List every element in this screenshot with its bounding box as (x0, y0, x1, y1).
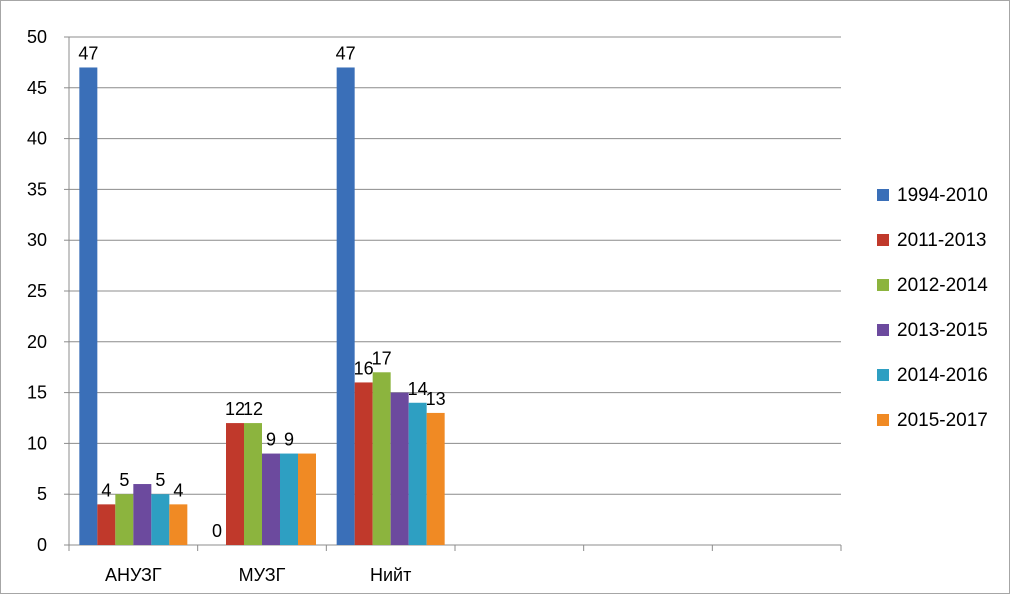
data-label: 47 (78, 43, 98, 63)
bar (97, 504, 116, 545)
y-tick-label: 20 (27, 332, 47, 352)
y-tick-label: 35 (27, 179, 47, 199)
category-label: МУЗГ (239, 565, 286, 585)
data-label: 9 (266, 430, 276, 450)
category-label: Нийт (370, 565, 411, 585)
data-label: 13 (426, 389, 446, 409)
bar (354, 382, 373, 545)
legend-label: 2013-2015 (897, 320, 988, 341)
bar (79, 67, 98, 545)
legend-label: 2011-2013 (897, 230, 986, 251)
data-label: 12 (225, 399, 245, 419)
bar (244, 423, 262, 545)
data-label: 47 (336, 43, 356, 63)
bar (372, 372, 391, 545)
bar (280, 453, 298, 545)
gridlines (69, 36, 841, 495)
data-label: 4 (173, 480, 183, 500)
bar (426, 412, 445, 545)
legend-label: 2012-2014 (897, 275, 988, 296)
y-tick-label: 25 (27, 281, 47, 301)
bar (408, 402, 427, 545)
legend-swatch (877, 414, 889, 426)
y-tick-label: 10 (27, 433, 47, 453)
data-label: 14 (408, 379, 428, 399)
y-tick-label: 15 (27, 383, 47, 403)
legend-swatch (877, 279, 889, 291)
category-label: АНУЗГ (105, 565, 162, 585)
bar (262, 453, 280, 545)
data-label: 16 (354, 358, 374, 378)
bar (115, 494, 134, 545)
bar (298, 453, 316, 545)
bar (169, 504, 188, 545)
legend-label: 1994-2010 (897, 185, 988, 206)
data-label: 4 (101, 480, 111, 500)
bar (133, 484, 152, 545)
bar (151, 494, 170, 545)
legend: 1994-2010 2011-2013 2012-2014 2013-2015 2014… (877, 185, 988, 431)
data-label: 12 (243, 399, 263, 419)
y-tick-label: 45 (27, 78, 47, 98)
bar (390, 392, 409, 545)
y-tick-label: 0 (37, 535, 47, 555)
legend-label: 2014-2016 (897, 365, 988, 386)
legend-label: 2015-2017 (897, 410, 988, 431)
y-tick-label: 5 (37, 484, 47, 504)
y-tick-label: 50 (27, 27, 47, 47)
data-label: 5 (155, 470, 165, 490)
legend-swatch (877, 369, 889, 381)
bars (79, 67, 445, 545)
legend-swatch (877, 234, 889, 246)
y-tick-label: 30 (27, 230, 47, 250)
data-label: 5 (119, 470, 129, 490)
legend-swatch (877, 189, 889, 201)
bar (336, 67, 355, 545)
data-label: 17 (372, 348, 392, 368)
data-label: 0 (212, 521, 222, 541)
bar (226, 423, 244, 545)
y-tick-label: 40 (27, 129, 47, 149)
legend-swatch (877, 324, 889, 336)
data-label: 9 (284, 430, 294, 450)
